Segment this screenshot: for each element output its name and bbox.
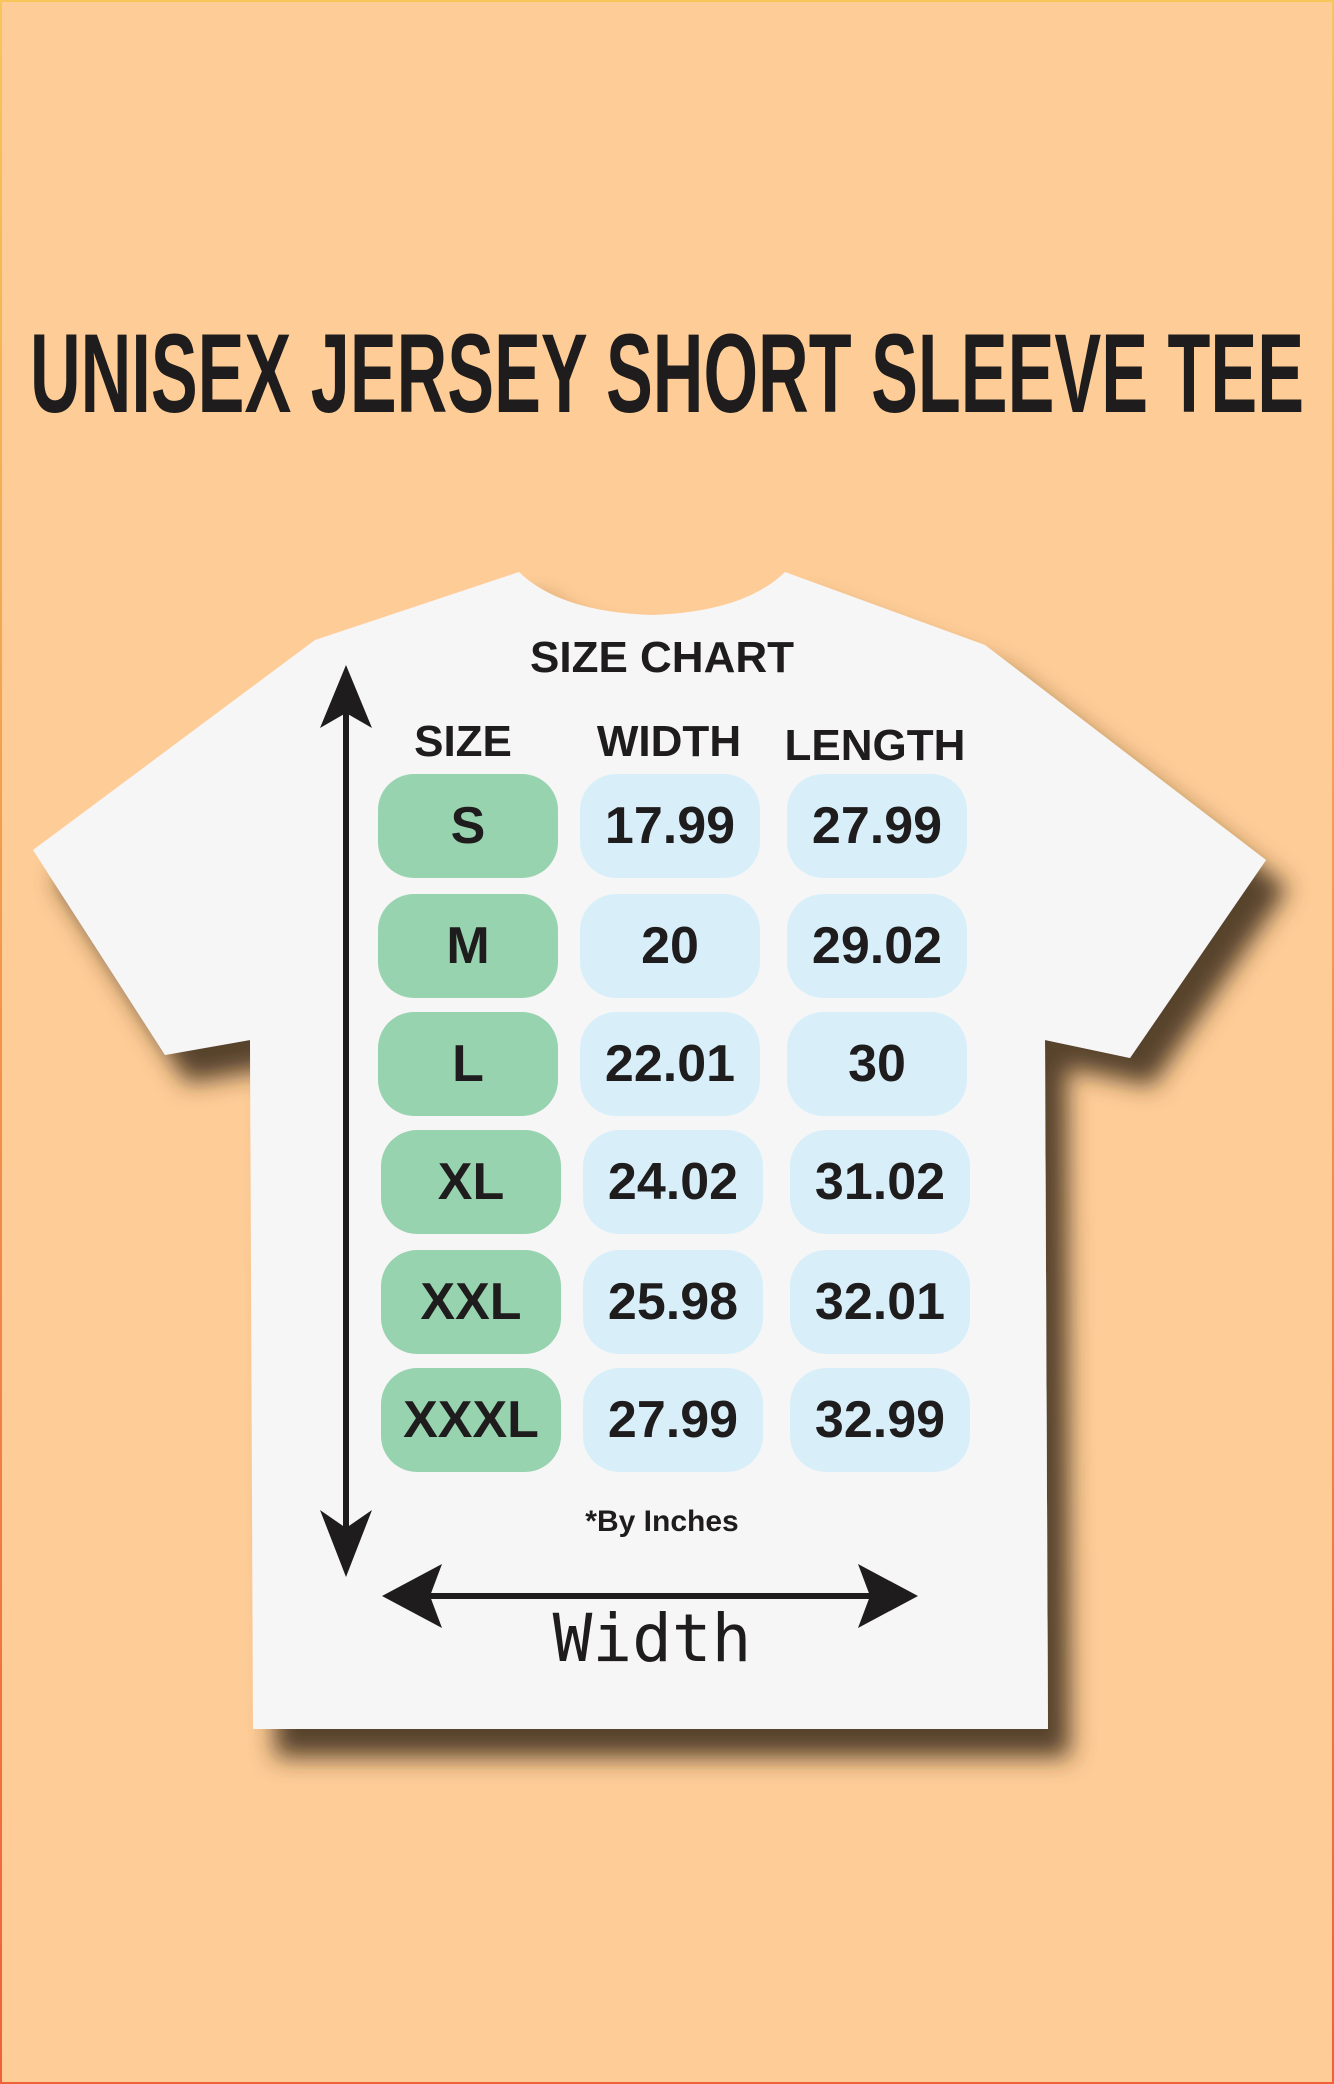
cell-text: 27.99 (811, 797, 943, 855)
cell-text: XXL (420, 1273, 522, 1331)
cell-text: XL (437, 1153, 505, 1211)
note-text: *By Inches (585, 1505, 739, 1538)
size-row-size-cell: M (378, 894, 558, 998)
units-note: *By Inches (512, 1505, 812, 1539)
length-arrow (320, 665, 372, 1577)
cell-text: 20 (641, 917, 699, 975)
width-label: Width (552, 1600, 752, 1677)
cell-text: 25.98 (607, 1273, 739, 1331)
size-row-width-cell: 17.99 (580, 774, 760, 878)
size-row-size-cell: XXL (381, 1250, 561, 1354)
cell-text: 27.99 (607, 1391, 739, 1449)
size-row-width-cell: 25.98 (583, 1250, 763, 1354)
header-text: WIDTH (596, 717, 742, 766)
cell-text: 32.01 (814, 1273, 946, 1331)
header-text: SIZE (414, 717, 512, 766)
cell-text: 24.02 (607, 1153, 739, 1211)
page-title: UNISEX JERSEY SHORT SLEEVE TEE (30, 311, 1304, 436)
size-row-width-cell: 20 (580, 894, 760, 998)
size-row-width-cell: 27.99 (583, 1368, 763, 1472)
size-row-length-cell: 31.02 (790, 1130, 970, 1234)
size-row-length-cell: 32.99 (790, 1368, 970, 1472)
header-text: LENGTH (784, 721, 966, 770)
size-row-length-cell: 29.02 (787, 894, 967, 998)
column-header-length: LENGTH (780, 716, 970, 776)
heading-text: SIZE CHART (530, 633, 794, 682)
cell-text: 29.02 (811, 917, 943, 975)
size-row-size-cell: S (378, 774, 558, 878)
size-row-length-cell: 27.99 (787, 774, 967, 878)
cell-text: L (452, 1035, 484, 1093)
width-arrow (382, 1564, 918, 1628)
size-row-size-cell: XXXL (381, 1368, 561, 1472)
cell-text: 17.99 (604, 797, 736, 855)
size-row-width-cell: 22.01 (580, 1012, 760, 1116)
cell-text: XXXL (403, 1391, 539, 1449)
cell-text: 31.02 (814, 1153, 946, 1211)
cell-text: 30 (848, 1035, 906, 1093)
cell-text: S (450, 797, 486, 855)
size-row-size-cell: L (378, 1012, 558, 1116)
size-row-length-cell: 30 (787, 1012, 967, 1116)
column-header-width: WIDTH (574, 712, 764, 772)
column-header-size: SIZE (368, 712, 558, 772)
size-row-length-cell: 32.01 (790, 1250, 970, 1354)
cell-text: 22.01 (604, 1035, 736, 1093)
size-row-size-cell: XL (381, 1130, 561, 1234)
size-chart-heading: SIZE CHART (512, 628, 812, 688)
cell-text: 32.99 (814, 1391, 946, 1449)
cell-text: M (446, 917, 490, 975)
size-row-width-cell: 24.02 (583, 1130, 763, 1234)
